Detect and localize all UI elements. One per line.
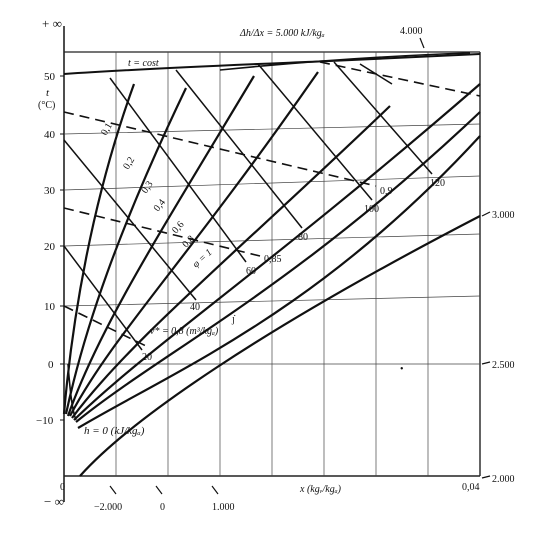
y-tick-label: 50	[44, 71, 56, 83]
stray-marks: ȷ̇ •	[231, 314, 404, 375]
top-scale: Δh/Δx = 5.000 kJ/kgₐ 4.000	[239, 26, 423, 39]
rh-label: 0,8	[180, 234, 197, 251]
enthalpy-line-40	[63, 139, 197, 301]
bottom-scale-tick	[155, 485, 163, 495]
rh-curve-low-a	[77, 135, 481, 429]
y-tick-label: −10	[36, 415, 54, 427]
enthalpy-label: 120	[430, 178, 445, 189]
enthalpy-labels: 20 40 60 80 100 120 h = 0 (kJ/kgₐ)	[84, 178, 445, 437]
rh-label: 0,1	[99, 121, 115, 137]
specific-volume-lines	[63, 61, 481, 347]
rh-label: 0,4	[152, 197, 168, 214]
rh-curve-0-1	[62, 83, 136, 415]
chart-frame	[63, 26, 481, 502]
y-axis-top-symbol: + ∞	[42, 16, 62, 31]
bottom-scale-label: 1.000	[212, 502, 235, 513]
enthalpy-label: 80	[298, 232, 308, 243]
saturation-upper-curve	[219, 52, 471, 71]
rh-label: 0,2	[121, 155, 137, 171]
volume-line-0-85	[63, 207, 261, 257]
volume-labels: 0,85 0,9 v* = 0,8 (m³/kgₐ)	[150, 186, 393, 337]
rh-label: φ = 1	[191, 247, 215, 270]
enthalpy-line-80	[175, 69, 303, 229]
rh-curve-0-2	[64, 87, 187, 415]
y-axis-name: t	[46, 87, 50, 99]
right-scale-label: 3.000	[492, 210, 515, 221]
bottom-scale-label: 0	[160, 502, 165, 513]
top-scale-value: 4.000	[400, 26, 423, 37]
rh-curve-0-8	[73, 83, 481, 421]
isotherm-lines	[63, 123, 481, 365]
rh-curve-1	[75, 111, 481, 423]
isotherm-line	[63, 175, 481, 191]
enthalpy-label: 20	[142, 352, 152, 363]
rh-label: 0,3	[139, 179, 155, 196]
enthalpy-line-120	[333, 61, 433, 175]
right-scale-label: 2.500	[492, 360, 515, 371]
stray-mark: •	[400, 364, 404, 375]
right-scale-ticks	[481, 211, 491, 479]
stray-mark: ȷ̇	[231, 314, 236, 325]
enthalpy-zero-line	[67, 363, 77, 421]
y-tick-label: 20	[44, 241, 56, 253]
y-tick-label: 10	[44, 301, 56, 313]
top-scale-ratio-label: Δh/Δx = 5.000 kJ/kgₐ	[239, 28, 325, 39]
volume-line-0-9	[63, 111, 377, 187]
volume-line-0-95	[319, 61, 481, 97]
enthalpy-line-60	[109, 77, 247, 263]
isotherm-line	[63, 123, 481, 135]
bottom-scale-ticks	[109, 485, 219, 495]
rh-label: 0,6	[170, 219, 187, 236]
saturation-label: t = cost	[128, 58, 159, 69]
right-scale-tick	[481, 475, 491, 479]
x-gridlines	[115, 52, 429, 476]
right-scale-label: 2.000	[492, 474, 515, 485]
y-axis-unit: (°C)	[38, 100, 55, 111]
top-scale-tick	[419, 37, 425, 49]
x-axis-end: 0,04	[462, 482, 480, 493]
enthalpy-label: 60	[246, 266, 256, 277]
y-axis-bottom-symbol: − ∞	[44, 494, 64, 509]
right-scale-tick	[481, 361, 491, 365]
volume-label: 0,9	[380, 186, 393, 197]
enthalpy-line-100	[257, 63, 373, 201]
enthalpy-zero-label: h = 0 (kJ/kgₐ)	[84, 425, 145, 437]
enthalpy-line-20	[63, 245, 143, 351]
rh-curve-low-b	[79, 215, 481, 477]
x-axis-start: 0	[60, 482, 65, 493]
bottom-scale-label: −2.000	[94, 502, 122, 513]
bottom-enthalpy-scale: −2.000 0 1.000	[94, 502, 235, 513]
x-axis-labels: x (kgᵥ/kgₐ) 0 0,04	[60, 482, 480, 495]
y-tick-label: 0	[48, 359, 54, 371]
volume-main-label: v* = 0,8 (m³/kgₐ)	[150, 326, 219, 337]
enthalpy-label: 40	[190, 302, 200, 313]
isotherm-line	[63, 233, 481, 247]
enthalpy-label: 100	[364, 204, 379, 215]
relative-humidity-curves	[62, 71, 481, 477]
y-tick-label: 40	[44, 129, 56, 141]
bottom-scale-tick	[211, 485, 219, 495]
y-tick-label: 30	[44, 185, 56, 197]
bottom-scale-tick	[109, 485, 117, 495]
rh-curve-0-6	[71, 105, 391, 419]
volume-label: 0,85	[264, 254, 282, 265]
rh-curve-0-3	[66, 75, 255, 417]
enthalpy-lines	[63, 61, 433, 351]
y-axis-ticks	[60, 75, 64, 421]
right-scale: 3.000 2.500 2.000	[492, 210, 515, 485]
rh-curve-0-4	[69, 71, 319, 417]
x-axis-label: x (kgᵥ/kgₐ)	[299, 484, 342, 495]
right-scale-tick	[481, 211, 491, 217]
isotherm-line	[63, 295, 481, 307]
y-axis-labels: + ∞ − ∞ t (°C) 50 40 30 20 10 0 −10	[36, 16, 64, 509]
